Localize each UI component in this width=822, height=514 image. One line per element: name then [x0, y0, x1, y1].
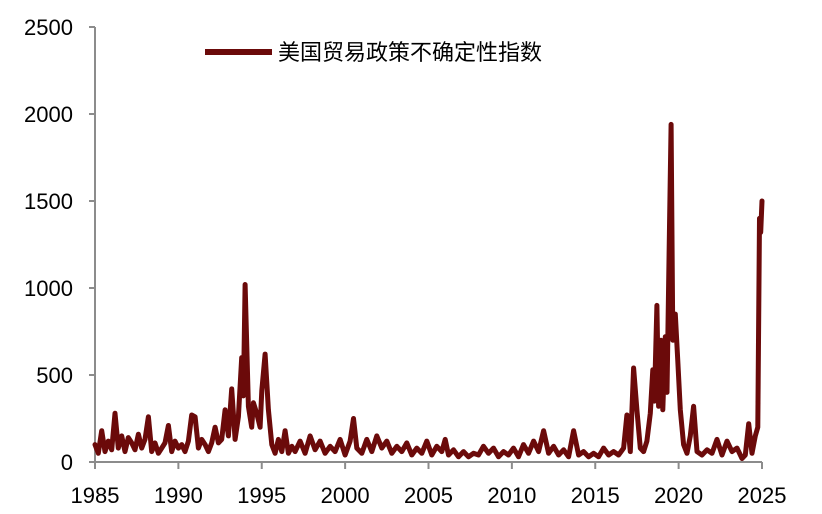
y-tick-label: 500 [36, 363, 73, 388]
x-tick-label: 2010 [487, 483, 536, 508]
y-tick-label: 1000 [24, 276, 73, 301]
series-group [92, 121, 765, 461]
legend: 美国贸易政策不确定性指数 [205, 41, 542, 66]
y-tick-label: 0 [61, 450, 73, 475]
x-ticks: 1985 1990 1995 2000 2005 2010 2015 2020 2025 [71, 462, 787, 508]
legend-label: 美国贸易政策不确定性指数 [278, 41, 542, 66]
y-tick-label: 1500 [24, 189, 73, 214]
y-tick-label: 2500 [24, 15, 73, 40]
x-tick-label: 2020 [654, 483, 703, 508]
x-tick-label: 2000 [321, 483, 370, 508]
y-ticks: 0 500 1000 1500 2000 2500 [24, 15, 95, 475]
x-tick-label: 2025 [738, 483, 787, 508]
x-tick-label: 2005 [404, 483, 453, 508]
y-tick-label: 2000 [24, 102, 73, 127]
x-tick-label: 1985 [71, 483, 120, 508]
x-tick-label: 1990 [154, 483, 203, 508]
x-tick-label: 2015 [571, 483, 620, 508]
x-tick-label: 1995 [237, 483, 286, 508]
series-line [92, 121, 765, 461]
